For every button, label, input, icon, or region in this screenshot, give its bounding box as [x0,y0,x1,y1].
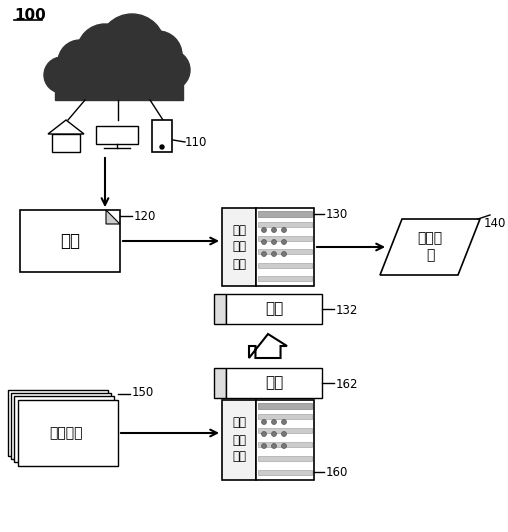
Polygon shape [106,210,120,224]
Bar [258,403,312,409]
Circle shape [281,252,287,256]
Bar [8,390,108,456]
Text: 162: 162 [336,378,359,392]
Bar [18,400,118,466]
Circle shape [271,239,276,245]
Circle shape [262,252,267,256]
Bar [214,294,226,324]
Text: 第二
计算
系统: 第二 计算 系统 [232,417,246,463]
Bar [11,393,111,459]
Circle shape [99,14,165,80]
Text: 第一
计算
系统: 第一 计算 系统 [232,223,246,270]
Bar [258,442,312,447]
Text: 150: 150 [132,386,154,398]
Bar [20,210,120,272]
Bar [256,208,314,286]
Bar [258,236,312,240]
Bar [258,249,312,254]
Circle shape [44,57,80,93]
Bar [258,211,312,217]
Bar [256,400,314,480]
Circle shape [271,252,276,256]
Circle shape [150,50,190,90]
Circle shape [281,431,287,436]
Bar [258,414,312,419]
Bar [258,262,312,268]
Bar [222,400,256,480]
Bar [222,208,256,286]
Bar [152,120,172,152]
Circle shape [134,31,182,79]
Text: 110: 110 [185,136,207,148]
Bar [258,470,312,475]
Bar [214,368,226,398]
Circle shape [281,228,287,232]
Text: 样本数据: 样本数据 [49,426,83,440]
Circle shape [262,431,267,436]
Circle shape [262,444,267,448]
Circle shape [281,420,287,425]
Text: 通信模
式: 通信模 式 [418,231,442,263]
Circle shape [271,420,276,425]
Circle shape [281,444,287,448]
Text: 160: 160 [326,466,348,478]
Circle shape [271,444,276,448]
Text: 130: 130 [326,207,348,220]
Bar [258,428,312,433]
Text: 模型: 模型 [265,302,283,317]
Bar [96,126,138,144]
Circle shape [262,228,267,232]
Text: 模型: 模型 [265,376,283,390]
Circle shape [271,228,276,232]
Bar [14,396,114,462]
Text: 132: 132 [336,304,358,318]
Bar [258,456,312,461]
Circle shape [262,239,267,245]
Bar [258,276,312,281]
Circle shape [262,420,267,425]
Bar [226,294,322,324]
Bar [258,222,312,227]
Text: 140: 140 [484,217,506,230]
Circle shape [58,40,102,84]
Polygon shape [48,120,84,134]
Text: 数据: 数据 [60,232,80,250]
Bar [55,72,183,100]
Circle shape [160,145,164,149]
Circle shape [281,239,287,245]
Text: 120: 120 [134,210,156,222]
Polygon shape [380,219,480,275]
Text: 100: 100 [14,8,46,23]
Bar [52,134,80,152]
Bar [226,368,322,398]
Circle shape [271,431,276,436]
Polygon shape [249,334,287,358]
Circle shape [77,24,133,80]
